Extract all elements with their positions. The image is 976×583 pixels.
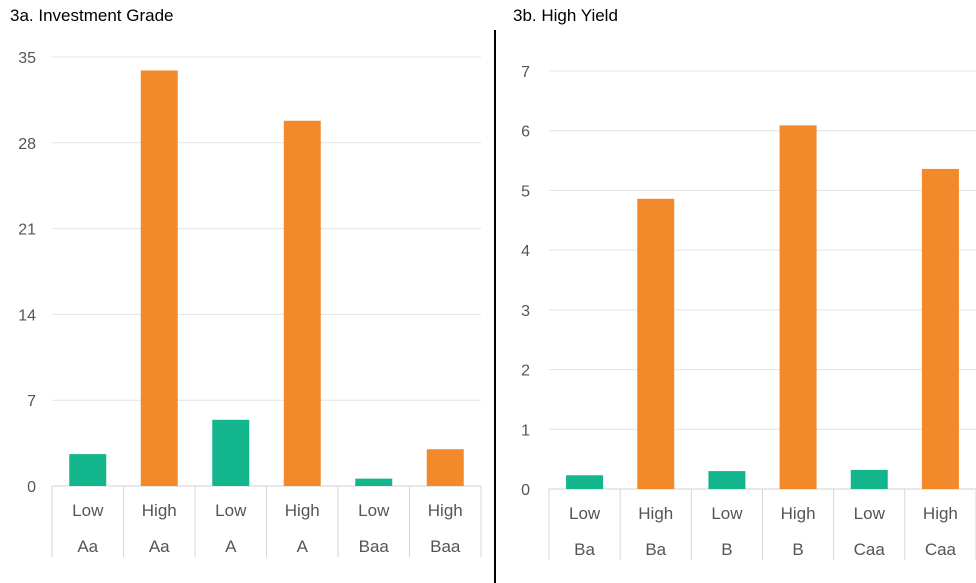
y-tick-label: 7	[27, 393, 36, 410]
x-tick-label-rating: Aa	[149, 537, 170, 556]
chart-hy: 0 1 2 3 4 5 6 7 Low Ba High Ba Low B High B Low Caa High Ca…	[521, 64, 976, 560]
x-tick-label-rating: Ba	[645, 540, 666, 559]
chart-title-investment-grade: 3a. Investment Grade	[10, 6, 174, 25]
bar-high-a	[283, 120, 321, 486]
y-tick-label: 28	[18, 136, 36, 153]
x-tick-label-level: Low	[854, 504, 886, 523]
bar-high-baa	[426, 449, 464, 486]
bar-high-ba	[637, 198, 675, 489]
chart-title-high-yield: 3b. High Yield	[513, 6, 618, 25]
bar-high-caa	[921, 168, 959, 489]
x-tick-label-level: Low	[358, 501, 390, 520]
bar-low-b	[708, 471, 746, 489]
bar-high-b	[779, 125, 817, 489]
x-tick-label-rating: Caa	[854, 540, 886, 559]
y-tick-label: 35	[18, 50, 36, 67]
bar-low-ba	[566, 475, 604, 489]
y-tick-label: 0	[521, 482, 530, 499]
y-tick-label: 4	[521, 243, 530, 260]
x-tick-label-rating: B	[792, 540, 803, 559]
x-tick-label-level: High	[428, 501, 463, 520]
panel-divider	[494, 30, 496, 583]
x-tick-label-rating: B	[721, 540, 732, 559]
x-tick-label-rating: Baa	[430, 537, 461, 556]
x-tick-label-rating: Baa	[359, 537, 390, 556]
y-tick-label: 3	[521, 303, 530, 320]
y-tick-label: 5	[521, 183, 530, 200]
x-tick-label-rating: Caa	[925, 540, 957, 559]
y-tick-label: 0	[27, 479, 36, 496]
x-tick-label-level: High	[781, 504, 816, 523]
chart-ig: 0 7 14 21 28 35 Low Aa High Aa Low A High A Low Baa High…	[18, 50, 482, 557]
x-tick-label-rating: Aa	[77, 537, 98, 556]
bar-high-aa	[140, 70, 178, 487]
y-tick-label: 1	[521, 422, 530, 439]
bar-low-a	[212, 419, 250, 486]
x-tick-label-rating: Ba	[574, 540, 595, 559]
x-tick-label-level: Low	[569, 504, 601, 523]
x-tick-label-rating: A	[297, 537, 309, 556]
x-tick-label-level: High	[285, 501, 320, 520]
x-tick-label-level: Low	[711, 504, 743, 523]
x-tick-label-level: High	[142, 501, 177, 520]
y-tick-label: 14	[18, 307, 36, 324]
y-tick-label: 2	[521, 363, 530, 380]
bar-low-baa	[355, 478, 393, 486]
bar-low-aa	[69, 454, 107, 486]
x-tick-label-rating: A	[225, 537, 237, 556]
x-tick-label-level: Low	[72, 501, 104, 520]
y-tick-label: 6	[521, 124, 530, 141]
y-tick-label: 21	[18, 222, 36, 239]
x-tick-label-level: Low	[215, 501, 247, 520]
x-tick-label-level: High	[638, 504, 673, 523]
y-tick-label: 7	[521, 64, 530, 81]
bar-low-caa	[850, 469, 888, 489]
x-tick-label-level: High	[923, 504, 958, 523]
